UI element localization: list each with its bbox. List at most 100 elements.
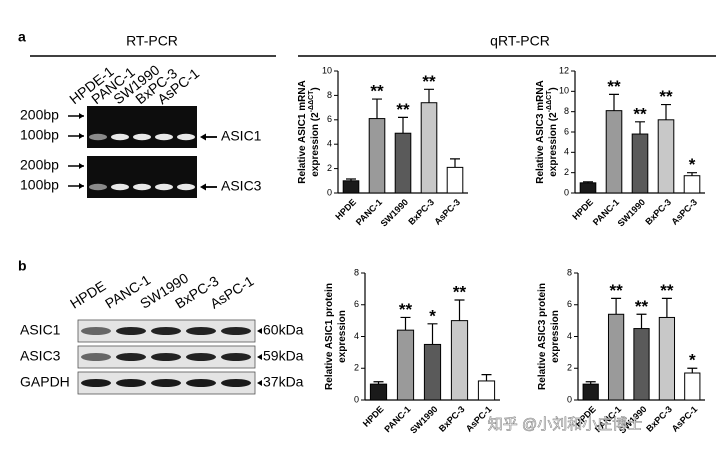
significance: ** bbox=[635, 297, 649, 316]
y-tick-label: 2 bbox=[564, 167, 569, 177]
y-tick-label: 0 bbox=[327, 187, 332, 197]
x-tick-label: SW1990 bbox=[616, 197, 647, 228]
marker-label: 200bp bbox=[20, 157, 59, 173]
y-axis-label-line: expression bbox=[550, 310, 561, 363]
marker-label: 100bp bbox=[20, 177, 59, 193]
bar bbox=[450, 320, 469, 401]
y-axis-label-end: ) bbox=[310, 87, 321, 90]
x-tick-label: BxPC-3 bbox=[644, 404, 674, 434]
y-tick-label: 4 bbox=[567, 331, 572, 341]
blot-band bbox=[186, 327, 216, 335]
gel-band bbox=[111, 183, 129, 191]
blot-band bbox=[81, 327, 111, 335]
y-tick-label: 8 bbox=[567, 267, 572, 277]
blot-band bbox=[221, 353, 251, 361]
bar bbox=[607, 313, 625, 401]
y-axis-label-sup: -ΔΔCT bbox=[308, 90, 315, 112]
x-tick-label: SW1990 bbox=[408, 404, 439, 435]
y-tick-label: 4 bbox=[327, 139, 332, 149]
blot-band bbox=[116, 327, 146, 335]
section-title: RT-PCR bbox=[126, 33, 178, 49]
error-bar bbox=[372, 98, 382, 119]
y-tick-label: 0 bbox=[564, 187, 569, 197]
y-axis-label-line: Relative ASIC1 protein bbox=[324, 283, 335, 390]
bar bbox=[369, 383, 388, 401]
gel-band bbox=[155, 183, 173, 191]
marker-label: 100bp bbox=[20, 127, 59, 143]
arrow-head bbox=[257, 354, 262, 360]
y-tick-label: 2 bbox=[354, 363, 359, 373]
error-bar bbox=[398, 116, 408, 134]
bar bbox=[423, 343, 442, 401]
gel-band bbox=[155, 133, 173, 141]
blot-label: ASIC1 bbox=[20, 322, 61, 338]
blot-band bbox=[151, 379, 181, 387]
bar bbox=[683, 175, 701, 194]
y-tick-label: 10 bbox=[322, 65, 332, 75]
y-tick-label: 2 bbox=[327, 163, 332, 173]
arrow-head bbox=[79, 183, 84, 189]
bar bbox=[477, 380, 496, 401]
y-axis-label-line: Relative ASIC3 mRNA bbox=[535, 80, 546, 184]
x-tick-label: SW1990 bbox=[379, 197, 410, 228]
error-bar bbox=[450, 158, 460, 168]
blot-band bbox=[81, 353, 111, 361]
gel-band bbox=[133, 183, 151, 191]
y-tick-label: 8 bbox=[564, 106, 569, 116]
significance: ** bbox=[399, 300, 413, 319]
error-bar bbox=[661, 297, 672, 318]
bar bbox=[368, 118, 386, 194]
x-tick-label: HPDE bbox=[361, 404, 386, 429]
x-tick-label: BxPC-3 bbox=[437, 404, 467, 434]
y-tick-label: 6 bbox=[567, 299, 572, 309]
error-bar bbox=[611, 297, 622, 315]
blot-label: GAPDH bbox=[20, 374, 70, 390]
gene-label: ASIC1 bbox=[221, 128, 262, 144]
y-axis-label-line: expression (2 bbox=[310, 112, 321, 177]
blot-band bbox=[151, 327, 181, 335]
bar bbox=[579, 182, 597, 194]
blot-band bbox=[116, 353, 146, 361]
size-label: 60kDa bbox=[263, 322, 304, 338]
x-tick-label: BxPC-3 bbox=[406, 197, 436, 227]
bar bbox=[420, 102, 438, 194]
significance: ** bbox=[370, 82, 384, 101]
marker-label: 200bp bbox=[20, 107, 59, 123]
y-axis-label-line: expression (2 bbox=[548, 112, 559, 177]
significance: ** bbox=[659, 87, 673, 106]
error-bar bbox=[609, 93, 619, 111]
size-label: 59kDa bbox=[263, 348, 304, 364]
gel-band bbox=[133, 133, 151, 141]
panel-label: a bbox=[18, 29, 26, 45]
blot-band bbox=[81, 379, 111, 387]
blot-band bbox=[186, 353, 216, 361]
error-bar bbox=[661, 103, 671, 120]
arrow-head bbox=[257, 380, 262, 386]
gel-band bbox=[177, 183, 195, 191]
y-tick-label: 12 bbox=[559, 65, 569, 75]
y-tick-label: 8 bbox=[327, 90, 332, 100]
section-title: qRT-PCR bbox=[490, 33, 550, 49]
bar bbox=[396, 329, 415, 401]
y-axis-label: Relative ASIC3 protein expression bbox=[537, 283, 561, 390]
blot-band bbox=[221, 327, 251, 335]
watermark: 知乎 @小刘和小庄博士 bbox=[488, 415, 642, 433]
significance: * bbox=[429, 306, 436, 325]
error-bar bbox=[424, 88, 434, 103]
gel bbox=[87, 106, 197, 148]
significance: ** bbox=[609, 281, 623, 300]
blot-label: ASIC3 bbox=[20, 348, 61, 364]
x-tick-label: AsPC-3 bbox=[432, 197, 462, 227]
size-label: 37kDa bbox=[263, 374, 304, 390]
significance: ** bbox=[453, 282, 467, 301]
error-bar bbox=[687, 172, 697, 176]
significance: ** bbox=[396, 100, 410, 119]
arrow-head bbox=[79, 113, 84, 119]
error-bar bbox=[636, 313, 647, 329]
y-tick-label: 6 bbox=[564, 126, 569, 136]
y-axis-label-end: ) bbox=[548, 87, 559, 90]
error-bar bbox=[400, 316, 411, 331]
arrow-head bbox=[79, 133, 84, 139]
gene-label: ASIC3 bbox=[221, 178, 262, 194]
lane-label: HPDE bbox=[67, 277, 108, 311]
